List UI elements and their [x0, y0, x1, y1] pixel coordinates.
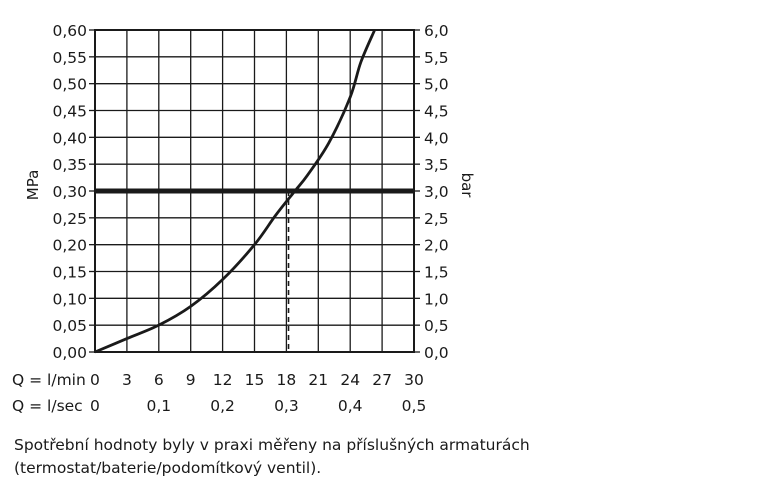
caption: Spotřební hodnoty byly v praxi měřeny na…: [14, 436, 530, 477]
x-tick-label: 0,4: [338, 397, 363, 415]
x-tick-label: 0,2: [210, 397, 235, 415]
x-tick-label: 15: [245, 371, 265, 389]
series-line: [94, 29, 376, 354]
x-tick-label: 24: [340, 371, 360, 389]
right-y-tick-label: 5,0: [424, 76, 449, 94]
left-y-tick-label: 0,35: [52, 156, 87, 174]
left-y-tick-label: 0,15: [52, 264, 87, 282]
left-y-ticks: 0,00 0,05 0,10 0,15 0,20 0,25 0,30 0,35 0,40 0,45…: [52, 22, 95, 362]
x-tick-label: 18: [277, 371, 297, 389]
x-tick-label: 6: [154, 371, 164, 389]
pressure-flow-chart: 0,000,050,100,150,200,250,300,350,400,45…: [12, 22, 476, 415]
left-y-tick-label: 0,20: [52, 237, 87, 255]
x-tick-label: 3: [122, 371, 132, 389]
left-y-tick-label: 0,00: [52, 344, 87, 362]
left-y-tick-label: 0,45: [52, 103, 87, 121]
right-y-tick-label: 1,0: [424, 290, 449, 308]
x-axis-row-label: Q = l/min: [12, 371, 86, 389]
y-axis-label-left: MPa: [24, 170, 42, 201]
x-axis-rows: Q = l/min 0 3 6 9 12 15 18 21 24 27 30 Q = l/sec 0 0,1…: [12, 371, 426, 415]
right-y-tick-label: 4,0: [424, 129, 449, 147]
right-y-tick-label: 0,0: [424, 344, 449, 362]
x-tick-label: 0: [90, 397, 100, 415]
right-y-tick-label: 0,5: [424, 317, 449, 335]
left-y-tick-label: 0,25: [52, 210, 87, 228]
x-tick-label: 0,1: [146, 397, 171, 415]
right-y-tick-label: 1,5: [424, 264, 449, 282]
left-y-tick-label: 0,60: [52, 22, 87, 40]
x-tick-label: 21: [308, 371, 328, 389]
x-tick-label: 0: [90, 371, 100, 389]
x-tick-label: 0,5: [402, 397, 427, 415]
y-axis-label-right: bar: [458, 173, 476, 199]
x-tick-label: 30: [404, 371, 424, 389]
x-tick-label: 0,3: [274, 397, 299, 415]
left-y-tick-label: 0,05: [52, 317, 87, 335]
left-y-tick-label: 0,55: [52, 49, 87, 67]
x-tick-label: 9: [186, 371, 196, 389]
x-tick-label: 12: [213, 371, 233, 389]
right-y-ticks: 0,0 0,5 1,0 1,5 2,0 2,5 3,0 3,5 4,0 4,5 5,0 5,5 6,0: [414, 22, 449, 362]
right-y-tick-label: 2,0: [424, 237, 449, 255]
right-y-tick-label: 3,0: [424, 183, 449, 201]
left-y-tick-label: 0,30: [52, 183, 87, 201]
right-y-tick-label: 3,5: [424, 156, 449, 174]
x-axis-row-label: Q = l/sec: [12, 397, 83, 415]
right-y-tick-label: 6,0: [424, 22, 449, 40]
series-group: [94, 29, 376, 354]
right-y-tick-label: 4,5: [424, 103, 449, 121]
left-y-tick-label: 0,50: [52, 76, 87, 94]
right-y-tick-label: 2,5: [424, 210, 449, 228]
right-y-tick-label: 5,5: [424, 49, 449, 67]
x-tick-label: 27: [372, 371, 392, 389]
left-y-tick-label: 0,10: [52, 290, 87, 308]
left-y-tick-label: 0,40: [52, 129, 87, 147]
